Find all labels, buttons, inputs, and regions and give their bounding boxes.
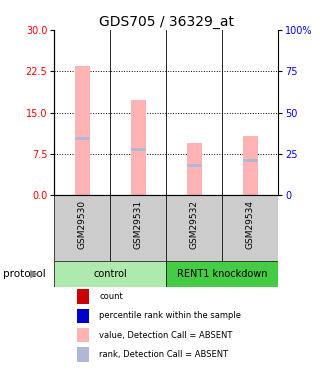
Bar (166, 261, 278, 287)
Bar (110, 195, 166, 261)
Text: value, Detection Call = ABSENT: value, Detection Call = ABSENT (99, 331, 233, 340)
Title: GDS705 / 36329_at: GDS705 / 36329_at (99, 15, 234, 29)
Text: GSM29532: GSM29532 (190, 200, 199, 249)
Bar (187, 143, 202, 195)
Bar (222, 195, 278, 261)
Bar (131, 100, 146, 195)
Bar (77, 309, 89, 323)
Text: GSM29534: GSM29534 (246, 200, 255, 249)
Bar (75, 66, 90, 195)
Text: RENT1 knockdown: RENT1 knockdown (177, 269, 268, 279)
Bar (77, 347, 89, 362)
Text: control: control (93, 269, 127, 279)
Bar (131, 148, 146, 152)
Bar (243, 136, 258, 195)
Bar (75, 137, 90, 140)
Text: ▶: ▶ (30, 269, 39, 279)
Bar (243, 159, 258, 162)
Text: protocol: protocol (3, 269, 46, 279)
Text: GSM29530: GSM29530 (78, 200, 87, 249)
Bar (187, 164, 202, 167)
Text: percentile rank within the sample: percentile rank within the sample (99, 311, 241, 320)
Bar (166, 195, 222, 261)
Text: count: count (99, 292, 123, 301)
Bar (77, 289, 89, 304)
Bar (54, 261, 166, 287)
Bar (77, 328, 89, 342)
Bar (54, 195, 110, 261)
Text: rank, Detection Call = ABSENT: rank, Detection Call = ABSENT (99, 350, 228, 359)
Text: GSM29531: GSM29531 (134, 200, 143, 249)
